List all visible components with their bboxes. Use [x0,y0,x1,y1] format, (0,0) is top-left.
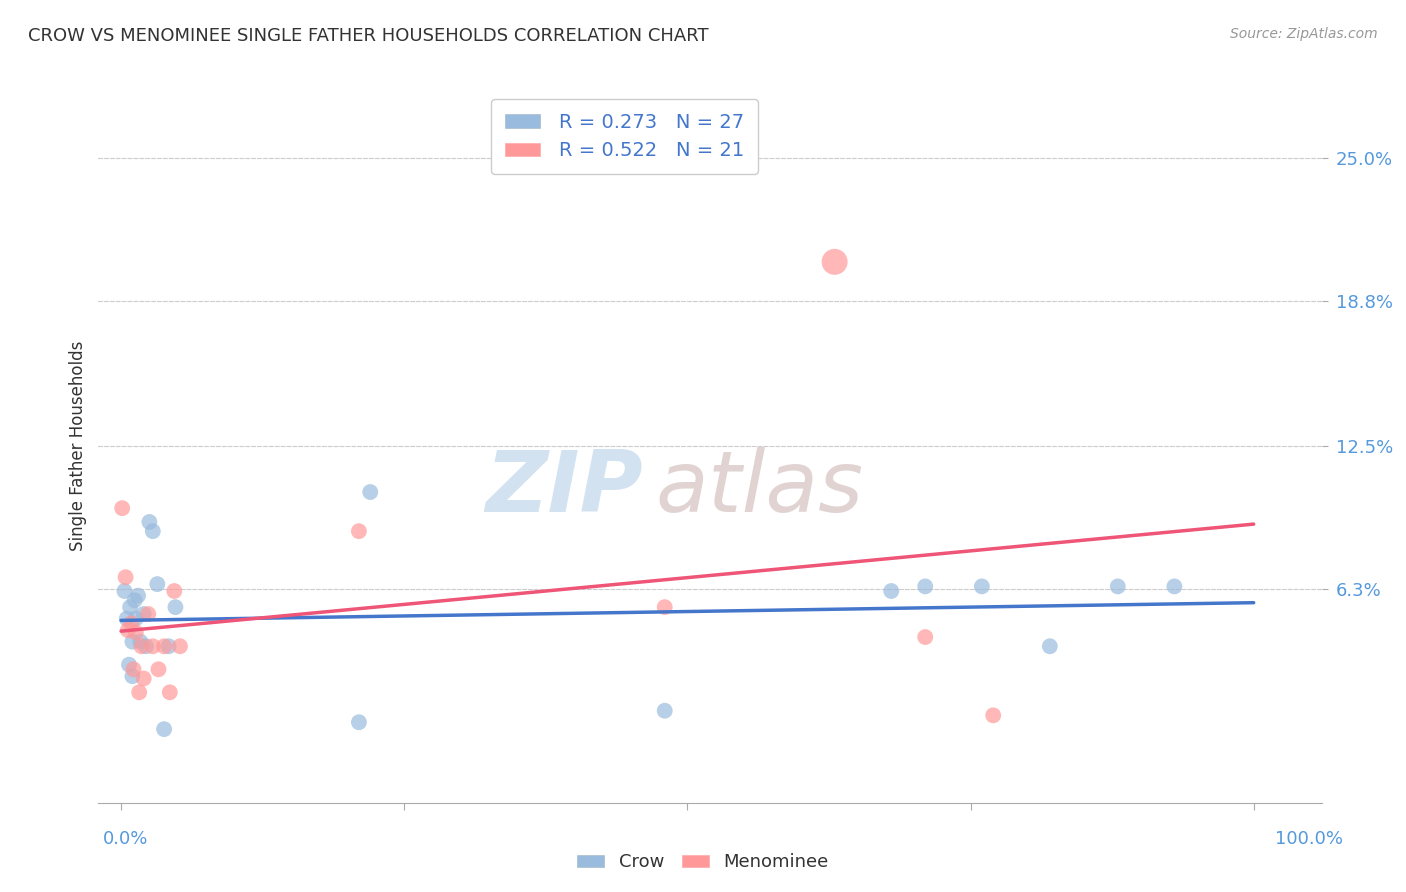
Point [135,640,157,654]
Point [122,662,145,676]
Point [148,662,170,676]
Point [142,524,165,538]
Point [120,600,142,615]
Point [115,612,138,626]
Text: 100.0%: 100.0% [1275,830,1343,847]
Point [127,589,149,603]
Point [131,640,153,654]
Point [347,715,370,730]
Legend: Crow, Menominee: Crow, Menominee [569,847,837,879]
Point [1163,579,1185,593]
Text: atlas: atlas [655,447,863,531]
Text: 0.0%: 0.0% [103,830,148,847]
Point [136,607,159,621]
Point [157,640,180,654]
Point [654,600,676,615]
Point [125,625,148,640]
Point [981,708,1004,723]
Point [159,685,181,699]
Point [970,579,993,593]
Point [153,640,176,654]
Point [1039,640,1062,654]
Point [359,485,381,500]
Point [121,669,143,683]
Point [880,584,903,599]
Point [165,600,187,615]
Point [132,607,155,621]
Text: Source: ZipAtlas.com: Source: ZipAtlas.com [1230,27,1378,41]
Point [120,616,142,631]
Point [117,623,139,637]
Point [132,672,155,686]
Point [138,515,160,529]
Point [114,584,136,599]
Point [169,640,191,654]
Point [914,630,936,644]
Point [111,501,134,516]
Point [125,612,148,626]
Legend: R = 0.273   N = 27, R = 0.522   N = 21: R = 0.273 N = 27, R = 0.522 N = 21 [491,99,758,174]
Point [121,634,143,648]
Text: CROW VS MENOMINEE SINGLE FATHER HOUSEHOLDS CORRELATION CHART: CROW VS MENOMINEE SINGLE FATHER HOUSEHOL… [28,27,709,45]
Point [153,722,176,736]
Point [347,524,370,538]
Point [128,685,150,699]
Point [118,657,141,672]
Point [124,593,146,607]
Text: ZIP: ZIP [485,447,643,531]
Point [129,634,152,648]
Y-axis label: Single Father Households: Single Father Households [69,341,87,551]
Point [1107,579,1129,593]
Point [914,579,936,593]
Point [824,255,846,269]
Point [163,584,186,599]
Point [146,577,169,591]
Point [654,704,676,718]
Point [142,640,165,654]
Point [114,570,136,584]
